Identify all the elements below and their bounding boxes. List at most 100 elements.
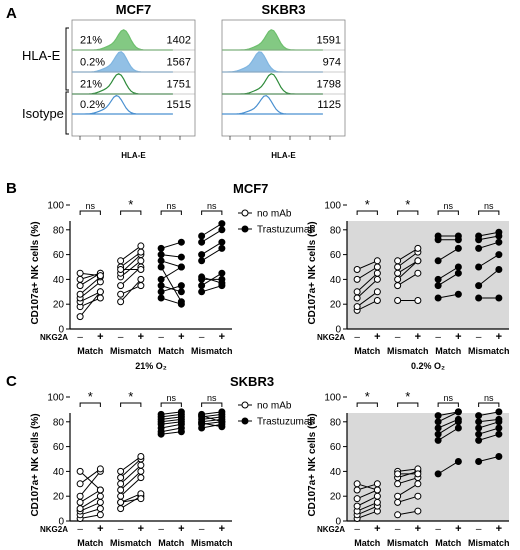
significance-bracket bbox=[201, 210, 223, 215]
group-label: Match bbox=[77, 346, 103, 356]
nkg2a-minus: – bbox=[158, 524, 164, 535]
y-axis-label: CD107a+ NK cells (%) bbox=[307, 413, 318, 516]
nkg2a-plus: + bbox=[374, 523, 380, 535]
data-point bbox=[353, 275, 361, 283]
nkg2a-plus: + bbox=[374, 331, 380, 343]
data-point bbox=[454, 415, 462, 423]
pair-line bbox=[79, 489, 101, 503]
data-point bbox=[495, 415, 503, 423]
data-point bbox=[373, 269, 381, 277]
significance-bracket bbox=[120, 402, 142, 407]
significance-label: ns bbox=[484, 393, 494, 403]
data-point bbox=[157, 430, 165, 438]
data-point bbox=[414, 244, 422, 252]
pair-line bbox=[437, 461, 459, 475]
data-point bbox=[434, 232, 442, 240]
data-point bbox=[475, 412, 483, 420]
o2-condition-label: 21% O₂ bbox=[135, 361, 167, 371]
data-point bbox=[157, 288, 165, 296]
data-point bbox=[394, 511, 402, 519]
pair-line bbox=[397, 247, 419, 262]
cell-line-title: MCF7 bbox=[116, 2, 151, 17]
bracket-isotype bbox=[65, 91, 69, 135]
pair-line bbox=[478, 241, 500, 249]
nkg2a-plus: + bbox=[138, 331, 144, 343]
group-label: Match bbox=[354, 538, 380, 548]
y-tick-label: 60 bbox=[330, 442, 342, 453]
pair-line bbox=[356, 489, 378, 500]
y-tick-label: 100 bbox=[324, 393, 341, 404]
pair-line bbox=[120, 458, 142, 478]
data-point bbox=[475, 232, 483, 240]
data-point bbox=[434, 412, 442, 420]
data-point bbox=[177, 238, 185, 246]
data-point bbox=[96, 288, 104, 296]
mfi-value: 1798 bbox=[317, 78, 341, 90]
data-point bbox=[157, 251, 165, 259]
data-point bbox=[137, 467, 145, 475]
y-tick-label: 20 bbox=[330, 492, 342, 503]
data-point bbox=[198, 412, 206, 420]
pair-line bbox=[201, 285, 223, 293]
significance-bracket bbox=[478, 402, 500, 407]
group-label: Match bbox=[77, 538, 103, 548]
nkg2a-plus: + bbox=[496, 331, 502, 343]
pair-line bbox=[160, 260, 182, 268]
pair-line bbox=[437, 266, 459, 280]
pair-line bbox=[160, 297, 182, 305]
data-point bbox=[495, 251, 503, 259]
pair-line bbox=[120, 471, 142, 491]
data-point bbox=[475, 430, 483, 438]
data-point bbox=[495, 238, 503, 246]
y-tick-label: 80 bbox=[330, 225, 342, 236]
data-point bbox=[454, 263, 462, 271]
group-label: Match bbox=[158, 538, 184, 548]
data-point bbox=[198, 251, 206, 259]
pair-line bbox=[160, 241, 182, 249]
pair-line bbox=[397, 251, 419, 268]
data-point bbox=[198, 238, 206, 246]
pair-line bbox=[79, 471, 101, 491]
data-point bbox=[137, 461, 145, 469]
panel-a-histograms: MCF7 21% 1402 0.2% 1567 21% 1751 0.2% 1515 HLA-E S… bbox=[71, 2, 346, 160]
data-point bbox=[117, 282, 125, 290]
row-label-hlae: HLA-E bbox=[22, 48, 61, 63]
significance-bracket bbox=[201, 402, 223, 407]
data-point bbox=[198, 288, 206, 296]
data-point bbox=[96, 498, 104, 506]
data-point bbox=[117, 505, 125, 513]
data-point bbox=[177, 263, 185, 271]
significance-label: * bbox=[405, 389, 410, 404]
data-point bbox=[434, 418, 442, 426]
data-point bbox=[495, 408, 503, 416]
data-point bbox=[117, 492, 125, 500]
significance-label: ns bbox=[443, 201, 453, 211]
data-point bbox=[96, 294, 104, 302]
data-point bbox=[414, 480, 422, 488]
nkg2a-row-label: NKG2A bbox=[40, 525, 68, 534]
data-point bbox=[76, 313, 84, 321]
pair-line bbox=[120, 477, 142, 497]
pair-line bbox=[478, 433, 500, 441]
significance-bracket bbox=[120, 210, 142, 215]
data-point bbox=[117, 486, 125, 494]
nkg2a-minus: – bbox=[476, 332, 482, 343]
data-point bbox=[76, 269, 84, 277]
data-point bbox=[157, 410, 165, 418]
data-point bbox=[394, 269, 402, 277]
histogram-curve bbox=[222, 94, 323, 115]
data-point bbox=[218, 279, 226, 287]
pair-line bbox=[79, 501, 101, 512]
data-point bbox=[495, 265, 503, 273]
significance-label: * bbox=[365, 389, 370, 404]
pair-line bbox=[79, 508, 101, 516]
panel-a-letter: A bbox=[6, 5, 17, 22]
significance-bracket bbox=[397, 402, 419, 407]
nkg2a-minus: – bbox=[199, 524, 205, 535]
data-point bbox=[353, 495, 361, 503]
pair-line bbox=[437, 272, 459, 287]
data-point bbox=[157, 263, 165, 271]
data-point bbox=[198, 232, 206, 240]
nkg2a-plus: + bbox=[178, 331, 184, 343]
pair-line bbox=[160, 285, 182, 293]
